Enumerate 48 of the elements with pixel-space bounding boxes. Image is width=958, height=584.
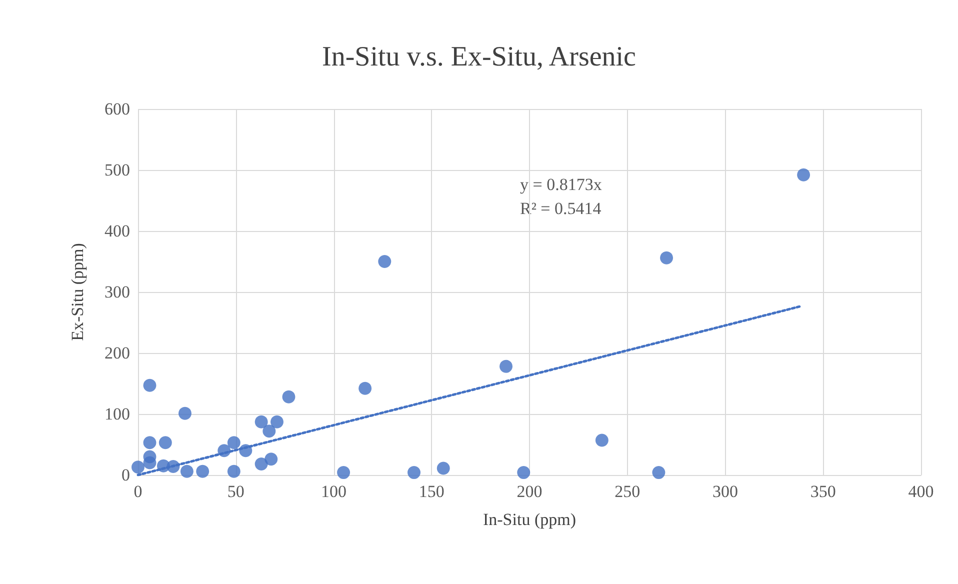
- point: [132, 460, 144, 474]
- point: [595, 434, 608, 447]
- chart-title: In-Situ v.s. Ex-Situ, Arsenic: [322, 42, 636, 72]
- point: [436, 462, 450, 475]
- point: [660, 251, 674, 264]
- point: [254, 458, 268, 471]
- x-tick-label: 100: [321, 482, 346, 501]
- y-tick-label: 200: [104, 344, 130, 362]
- x-axis-title: In-Situ (ppm): [482, 510, 576, 529]
- point: [652, 466, 666, 480]
- point: [262, 424, 276, 438]
- point: [378, 255, 392, 268]
- point: [264, 452, 278, 466]
- point: [227, 436, 240, 450]
- x-tick-label: 150: [418, 482, 444, 501]
- point: [178, 406, 192, 420]
- y-tick-label: 0: [122, 466, 130, 484]
- point: [143, 456, 156, 470]
- annotation: R² = 0.5414: [520, 199, 602, 218]
- y-tick-label: 300: [104, 282, 130, 302]
- y-axis-title: Ex-Situ (ppm): [68, 243, 87, 341]
- point: [254, 415, 268, 428]
- x-tick-label: 0: [134, 482, 142, 501]
- point: [227, 464, 240, 478]
- annotation: y = 0.8173x: [520, 175, 602, 194]
- y-tick-label: 400: [104, 222, 130, 240]
- point: [500, 360, 513, 373]
- point: [270, 415, 284, 428]
- y-tick-label: 600: [104, 100, 130, 118]
- x-tick-label: 200: [516, 482, 542, 501]
- point: [797, 168, 810, 182]
- x-tick-label: 50: [227, 482, 244, 501]
- y-tick-label: 100: [104, 404, 130, 424]
- point: [180, 464, 194, 478]
- y-tick-label: 500: [104, 160, 130, 180]
- point: [158, 436, 172, 450]
- x-tick-label: 350: [810, 482, 836, 501]
- point: [196, 464, 210, 478]
- point: [408, 466, 421, 480]
- point: [358, 382, 372, 395]
- point: [143, 436, 156, 450]
- point: [282, 390, 296, 404]
- x-tick-label: 250: [614, 482, 640, 501]
- point: [517, 466, 530, 480]
- x-tick-label: 300: [712, 482, 738, 501]
- x-tick-label: 400: [908, 482, 934, 501]
- point: [337, 466, 350, 480]
- point: [143, 378, 156, 392]
